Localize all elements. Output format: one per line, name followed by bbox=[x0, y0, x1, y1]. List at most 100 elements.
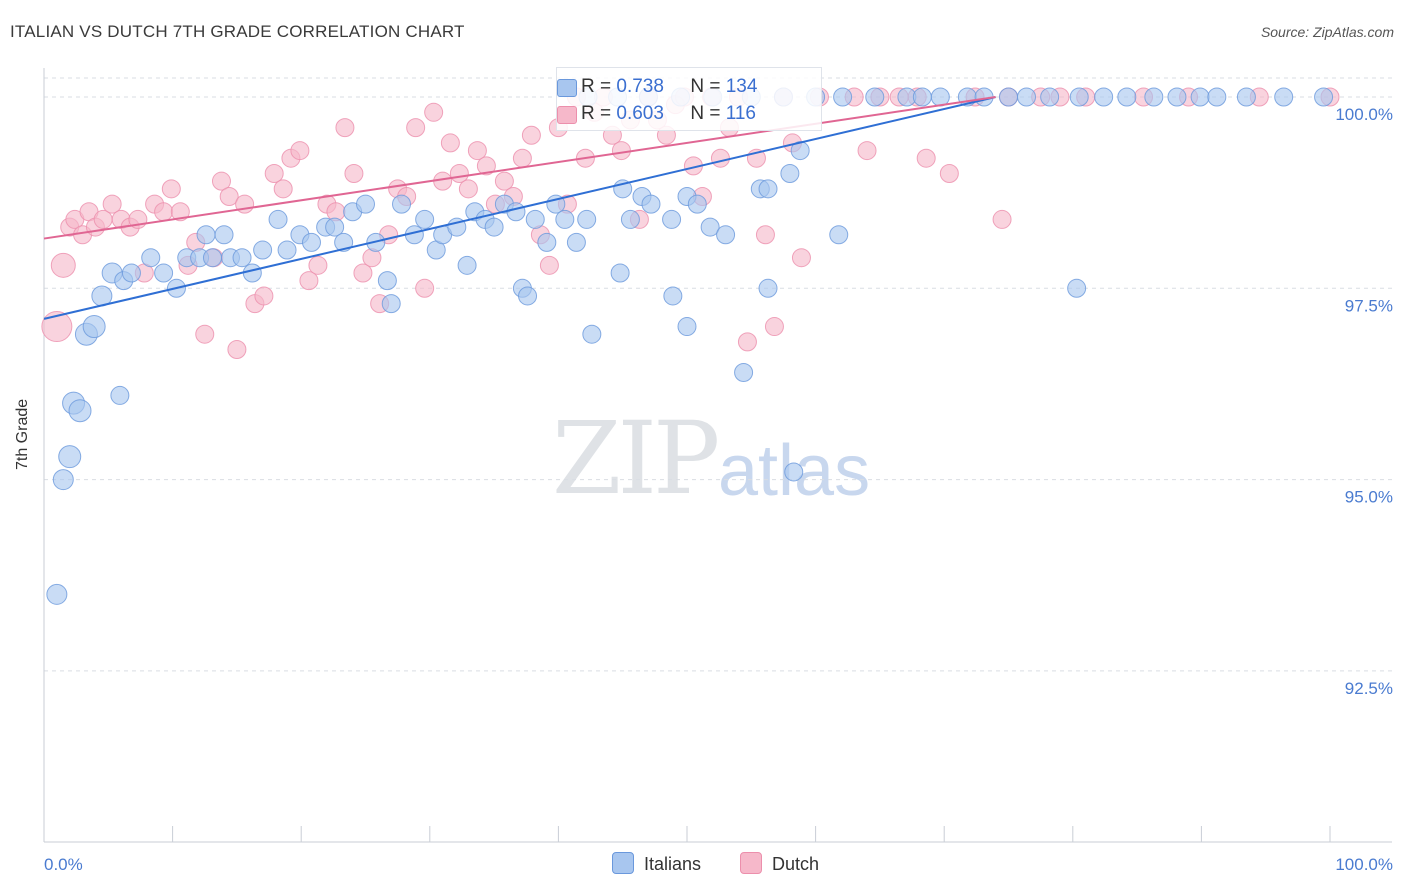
italians-point bbox=[999, 87, 1018, 107]
italians-point bbox=[141, 248, 161, 268]
italians-point bbox=[242, 263, 262, 283]
dutch-point bbox=[415, 278, 435, 298]
italians-point bbox=[202, 248, 222, 268]
y-tick-label: 100.0% bbox=[1335, 105, 1393, 124]
r-label: R = bbox=[581, 103, 617, 124]
italians-point bbox=[1117, 87, 1137, 107]
dutch-point bbox=[195, 324, 215, 344]
dutch-point bbox=[939, 164, 959, 184]
legend-row-italians: R = 0.738 N = 134 bbox=[557, 76, 757, 98]
chart-title: ITALIAN VS DUTCH 7TH GRADE CORRELATION C… bbox=[10, 22, 465, 41]
italians-point bbox=[577, 209, 597, 229]
dutch-point bbox=[424, 102, 444, 122]
dutch-point bbox=[992, 209, 1012, 229]
dutch-point bbox=[539, 255, 559, 275]
dutch-point bbox=[161, 179, 181, 199]
r-label: R = bbox=[581, 76, 617, 97]
legend-item-dutch: Dutch bbox=[740, 852, 819, 875]
italians-point bbox=[325, 217, 345, 237]
dutch-legend-swatch bbox=[740, 852, 762, 874]
n-label: N = bbox=[690, 76, 726, 97]
dutch-point bbox=[764, 317, 784, 337]
legend-item-italians: Italians bbox=[612, 852, 701, 875]
italians-point bbox=[334, 232, 354, 252]
italians-point bbox=[68, 399, 92, 423]
italians-point bbox=[377, 271, 397, 291]
italians-point bbox=[780, 164, 800, 184]
dutch-point bbox=[521, 125, 541, 145]
dutch-point bbox=[335, 118, 355, 138]
stats-legend: R = 0.738 N = 134 R = 0.603 N = 116 bbox=[556, 67, 822, 131]
dutch-point bbox=[791, 248, 811, 268]
italians-point bbox=[301, 232, 321, 252]
italians-point bbox=[829, 225, 849, 245]
y-tick-label: 92.5% bbox=[1345, 679, 1393, 698]
dutch-point bbox=[219, 186, 239, 206]
italians-point bbox=[506, 202, 526, 222]
italians-point bbox=[154, 263, 174, 283]
italians-point bbox=[620, 209, 640, 229]
dutch-point bbox=[406, 118, 426, 138]
italians-point bbox=[196, 225, 216, 245]
italians-point bbox=[687, 194, 707, 214]
dutch-point bbox=[102, 194, 122, 214]
italians-point bbox=[52, 469, 74, 491]
italians-point bbox=[214, 225, 234, 245]
italians-point bbox=[1314, 87, 1334, 107]
legend-row-dutch: R = 0.603 N = 116 bbox=[557, 103, 756, 125]
italians-point bbox=[1207, 87, 1227, 107]
dutch-point bbox=[299, 271, 319, 291]
dutch-point bbox=[916, 148, 936, 168]
y-axis-label: 7th Grade bbox=[14, 398, 31, 470]
dutch-point bbox=[344, 164, 364, 184]
italians-point bbox=[121, 263, 141, 283]
dutch-point bbox=[755, 225, 775, 245]
italians-point bbox=[1067, 278, 1087, 298]
italians-point bbox=[415, 209, 435, 229]
italians-point bbox=[277, 240, 297, 260]
legend-label-italians: Italians bbox=[644, 854, 702, 874]
italians-point bbox=[110, 385, 130, 405]
italians-point bbox=[734, 362, 754, 382]
x-tick-label: 0.0% bbox=[44, 855, 83, 874]
italians-point bbox=[232, 248, 252, 268]
dutch-point bbox=[154, 202, 174, 222]
italians-point bbox=[484, 217, 504, 237]
italians-point bbox=[46, 583, 68, 605]
italians-point bbox=[677, 317, 697, 337]
italians-point bbox=[1094, 87, 1114, 107]
italians-point bbox=[1167, 87, 1187, 107]
italians-point bbox=[82, 315, 106, 339]
italians-point bbox=[641, 194, 661, 214]
dutch-point bbox=[353, 263, 373, 283]
italians-point bbox=[1017, 87, 1037, 107]
italians-point bbox=[555, 209, 575, 229]
dutch-swatch bbox=[557, 106, 577, 124]
italians-point bbox=[58, 445, 82, 469]
y-tick-label: 97.5% bbox=[1345, 296, 1393, 315]
italians-point bbox=[457, 255, 477, 275]
italians-point bbox=[784, 462, 804, 482]
italians-point bbox=[865, 87, 885, 107]
italians-point bbox=[1069, 87, 1089, 107]
source-label: Source: ZipAtlas.com bbox=[1260, 24, 1394, 40]
italians-point bbox=[700, 217, 720, 237]
dutch-point bbox=[227, 340, 247, 360]
r-value-dutch: 0.603 bbox=[616, 103, 664, 124]
italians-point bbox=[716, 225, 736, 245]
dutch-point bbox=[41, 311, 73, 343]
dutch-point bbox=[264, 164, 284, 184]
italians-point bbox=[253, 240, 273, 260]
italians-point bbox=[356, 194, 375, 214]
r-value-italians: 0.738 bbox=[616, 76, 664, 97]
dutch-point bbox=[254, 286, 274, 306]
italians-swatch bbox=[557, 79, 577, 97]
dutch-point bbox=[458, 179, 478, 199]
dutch-point bbox=[737, 332, 757, 352]
dutch-point bbox=[211, 171, 231, 191]
watermark-zip: ZIP bbox=[552, 400, 720, 517]
italians-point bbox=[912, 87, 932, 107]
legend-label-dutch: Dutch bbox=[772, 854, 820, 874]
italians-point bbox=[582, 324, 602, 344]
